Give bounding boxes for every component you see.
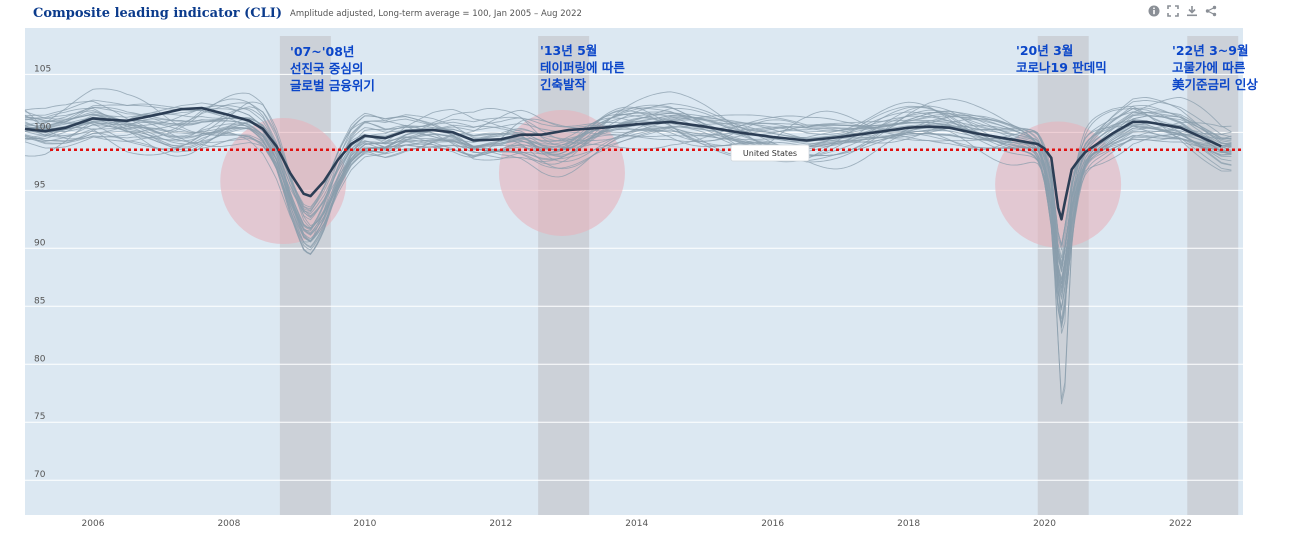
annotations: '07~'08년 선진국 중심의 글로벌 금융위기 '13년 5월 테이퍼링에 … bbox=[290, 43, 1258, 93]
country-line bbox=[24, 106, 1232, 405]
country-line bbox=[24, 112, 1232, 280]
x-tick-label: 2006 bbox=[82, 519, 105, 529]
x-tick-label: 2018 bbox=[897, 519, 920, 529]
fullscreen-icon[interactable] bbox=[1167, 5, 1179, 17]
chart-title: Composite leading indicator (CLI) bbox=[33, 6, 282, 21]
annotation-rate-line3: 美기준금리 인상 bbox=[1172, 77, 1258, 92]
y-tick-label: 75 bbox=[34, 412, 45, 422]
annotation-taper-line2: 테이퍼링에 따른 bbox=[540, 60, 625, 75]
y-axis-ticks: 70 75 80 85 90 95 100 105 bbox=[34, 64, 51, 480]
x-tick-label: 2014 bbox=[625, 519, 648, 529]
info-icon[interactable] bbox=[1148, 5, 1160, 17]
us-series-line bbox=[24, 106, 1222, 221]
event-band-3 bbox=[1187, 36, 1239, 515]
us-series-tag: United States bbox=[730, 144, 810, 162]
annotation-gfc-line2: 선진국 중심의 bbox=[290, 61, 363, 76]
annotation-taper-line3: 긴축발작 bbox=[540, 77, 587, 92]
y-tick-label: 70 bbox=[34, 470, 46, 480]
x-tick-label: 2010 bbox=[353, 519, 376, 529]
annotation-gfc-line3: 글로벌 금융위기 bbox=[290, 78, 375, 93]
annotation-gfc-line1: '07~'08년 bbox=[290, 44, 354, 59]
y-tick-label: 90 bbox=[34, 238, 46, 248]
y-tick-label: 100 bbox=[34, 122, 51, 132]
download-icon[interactable] bbox=[1186, 5, 1198, 17]
x-tick-label: 2016 bbox=[761, 519, 784, 529]
x-tick-label: 2020 bbox=[1033, 519, 1056, 529]
x-axis-ticks: 2006 2008 2010 2012 2014 2016 2018 2020 2022 bbox=[82, 519, 1192, 529]
annotation-covid-line1: '20년 3월 bbox=[1016, 43, 1073, 58]
event-band-1 bbox=[538, 36, 590, 515]
share-icon[interactable] bbox=[1205, 5, 1217, 17]
y-tick-label: 105 bbox=[34, 64, 51, 74]
main-series bbox=[24, 106, 1222, 221]
annotation-rate-line1: '22년 3~9월 bbox=[1172, 43, 1248, 58]
y-tick-label: 95 bbox=[34, 180, 45, 190]
country-line bbox=[24, 88, 1232, 300]
country-line bbox=[24, 111, 1232, 266]
country-line bbox=[24, 97, 1232, 281]
x-tick-label: 2022 bbox=[1169, 519, 1192, 529]
x-tick-label: 2008 bbox=[217, 519, 240, 529]
y-tick-label: 85 bbox=[34, 296, 45, 306]
chart-subtitle: Amplitude adjusted, Long-term average = … bbox=[290, 9, 582, 19]
country-line bbox=[24, 102, 1232, 334]
annotation-taper-line1: '13년 5월 bbox=[540, 43, 597, 58]
annotation-covid-line2: 코로나19 판데믹 bbox=[1016, 60, 1107, 75]
chart-header: Composite leading indicator (CLI) Amplit… bbox=[0, 0, 1303, 28]
us-series-label: United States bbox=[743, 149, 797, 158]
country-line bbox=[24, 105, 1232, 298]
event-band-0 bbox=[279, 36, 331, 515]
chart-toolbar bbox=[1148, 5, 1217, 17]
x-tick-label: 2012 bbox=[489, 519, 512, 529]
annotation-rate-line2: 고물가에 따른 bbox=[1172, 60, 1246, 75]
y-tick-label: 80 bbox=[34, 354, 46, 364]
